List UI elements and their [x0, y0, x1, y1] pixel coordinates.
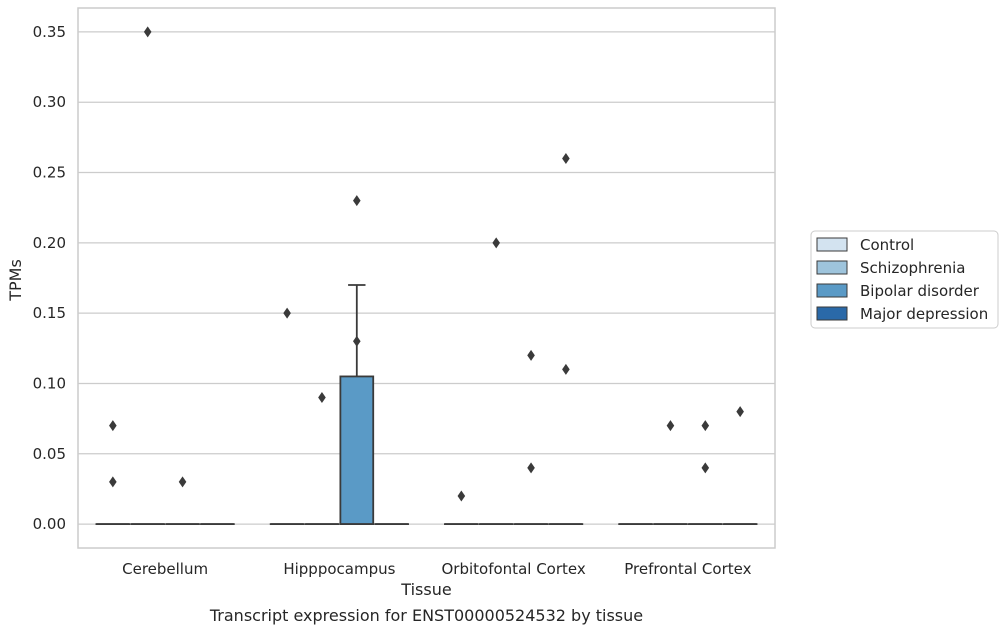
y-tick-label: 0.15 — [33, 304, 66, 322]
x-tick-label: Prefrontal Cortex — [624, 560, 751, 578]
grid-lines — [78, 31, 775, 525]
legend-label: Schizophrenia — [860, 259, 965, 277]
y-tick-label: 0.10 — [33, 374, 66, 392]
x-axis-ticks: Cerebellum Hipppocampus Orbitofontal Corte… — [122, 560, 751, 578]
outlier-points — [109, 26, 744, 502]
outlier-point — [562, 152, 570, 164]
y-tick-label: 0.20 — [33, 234, 66, 252]
legend-swatch — [816, 260, 848, 275]
legend-frame — [810, 230, 999, 329]
legend-swatch — [816, 283, 848, 298]
outlier-point — [109, 476, 117, 488]
chart-caption: Transcript expression for ENST0000052453… — [209, 606, 644, 625]
legend-label: Bipolar disorder — [860, 282, 980, 300]
y-tick-label: 0.35 — [33, 23, 66, 41]
outlier-point — [353, 195, 361, 207]
plot-frame — [77, 7, 776, 549]
outlier-point — [736, 406, 744, 418]
outlier-point — [178, 476, 187, 488]
x-tick-label: Cerebellum — [122, 560, 208, 578]
legend-label: Control — [860, 236, 914, 254]
y-tick-label: 0.05 — [33, 445, 66, 463]
x-tick-label: Orbitofontal Cortex — [442, 560, 586, 578]
box-plot-marks — [95, 284, 758, 526]
legend-label: Major depression — [860, 305, 988, 323]
outlier-point — [492, 237, 500, 249]
outlier-point — [353, 335, 361, 347]
outlier-point — [283, 307, 291, 319]
y-axis-ticks: 0.00 0.05 0.10 0.15 0.20 0.25 0.30 0.35 — [33, 23, 66, 533]
outlier-point — [527, 349, 535, 361]
outlier-point — [457, 490, 466, 502]
outlier-point — [318, 392, 326, 404]
box — [339, 375, 375, 525]
outlier-point — [109, 420, 117, 432]
y-tick-label: 0.25 — [33, 164, 66, 182]
legend: Control Schizophrenia Bipolar disorder Majo… — [810, 230, 999, 329]
x-axis-label: Tissue — [400, 580, 451, 599]
legend-swatch — [816, 237, 848, 252]
outlier-point — [666, 420, 675, 432]
outlier-point — [562, 363, 570, 375]
outlier-point — [701, 420, 710, 432]
y-axis-label: TPMs — [6, 259, 25, 302]
x-tick-label: Hipppocampus — [283, 560, 395, 578]
outlier-point — [527, 462, 535, 474]
y-tick-label: 0.00 — [33, 515, 66, 533]
legend-swatch — [816, 306, 848, 321]
outlier-point — [701, 462, 710, 474]
outlier-point — [143, 26, 152, 38]
y-tick-label: 0.30 — [33, 93, 66, 111]
